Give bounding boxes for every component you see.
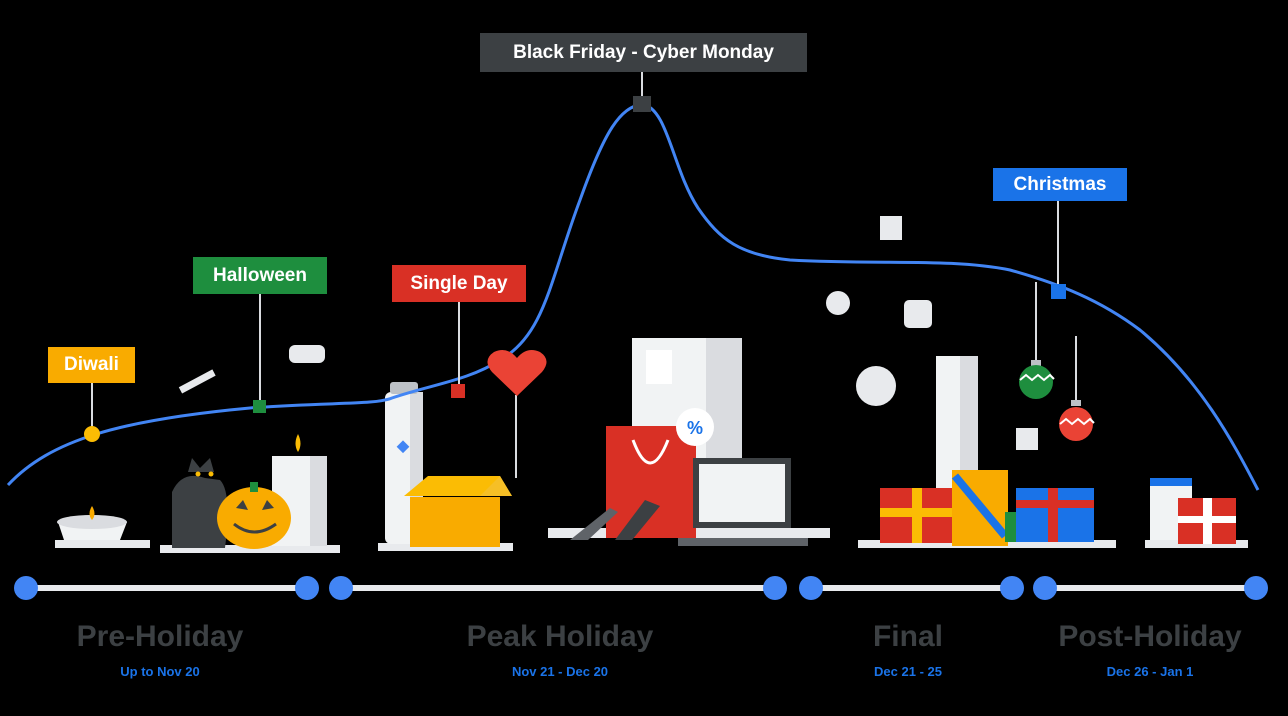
phase-title-final: Final — [872, 620, 943, 653]
christmas-marker — [1051, 284, 1066, 299]
diya-lamp-icon — [55, 506, 150, 548]
phase-dates-post-holiday: Dec 26 - Jan 1 — [1106, 664, 1194, 679]
timeline-node — [1000, 576, 1024, 600]
phase-title-post-holiday: Post-Holiday — [1058, 620, 1242, 653]
timeline-node — [1033, 576, 1057, 600]
package-box-icon — [378, 382, 513, 551]
phase-dates-final: Dec 21 - 25 — [874, 664, 942, 679]
halloween-scene-icon — [160, 434, 340, 553]
timeline-node — [329, 576, 353, 600]
phase-dates-peak-holiday: Nov 21 - Dec 20 — [511, 664, 609, 679]
gift-jar-icon — [1145, 478, 1248, 548]
phase-dates-pre-holiday: Up to Nov 20 — [120, 664, 200, 679]
single-day-marker — [451, 384, 465, 398]
timeline-node — [295, 576, 319, 600]
heart-icon — [487, 350, 547, 478]
timeline-node — [14, 576, 38, 600]
shopping-products-icon: % — [548, 338, 830, 546]
event-label-single-day: Single Day — [392, 265, 526, 302]
timeline-node — [799, 576, 823, 600]
phase-bar-final — [811, 585, 1012, 591]
phase-bar-peak-holiday — [341, 585, 775, 591]
halloween-marker — [253, 400, 266, 413]
ornament-green-icon — [1019, 282, 1055, 399]
phase-title-peak-holiday: Peak Holiday — [466, 620, 654, 653]
phase-bar-pre-holiday — [26, 585, 307, 591]
timeline-node — [763, 576, 787, 600]
diwali-marker — [84, 426, 100, 442]
svg-text:%: % — [687, 418, 703, 438]
phase-title-pre-holiday: Pre-Holiday — [76, 620, 244, 653]
event-label-halloween: Halloween — [193, 257, 327, 294]
event-label-christmas: Christmas — [993, 168, 1127, 201]
gift-boxes-icon — [858, 356, 1116, 548]
event-label-diwali: Diwali — [48, 347, 135, 383]
phase-bar-post-holiday — [1045, 585, 1256, 591]
timeline-node — [1244, 576, 1268, 600]
event-label-black-friday: Black Friday - Cyber Monday — [480, 33, 807, 72]
decorative-sparkles — [178, 216, 1038, 450]
black-friday-marker — [633, 96, 651, 112]
ornament-red-icon — [1059, 336, 1095, 441]
phase-timeline — [14, 576, 1268, 600]
